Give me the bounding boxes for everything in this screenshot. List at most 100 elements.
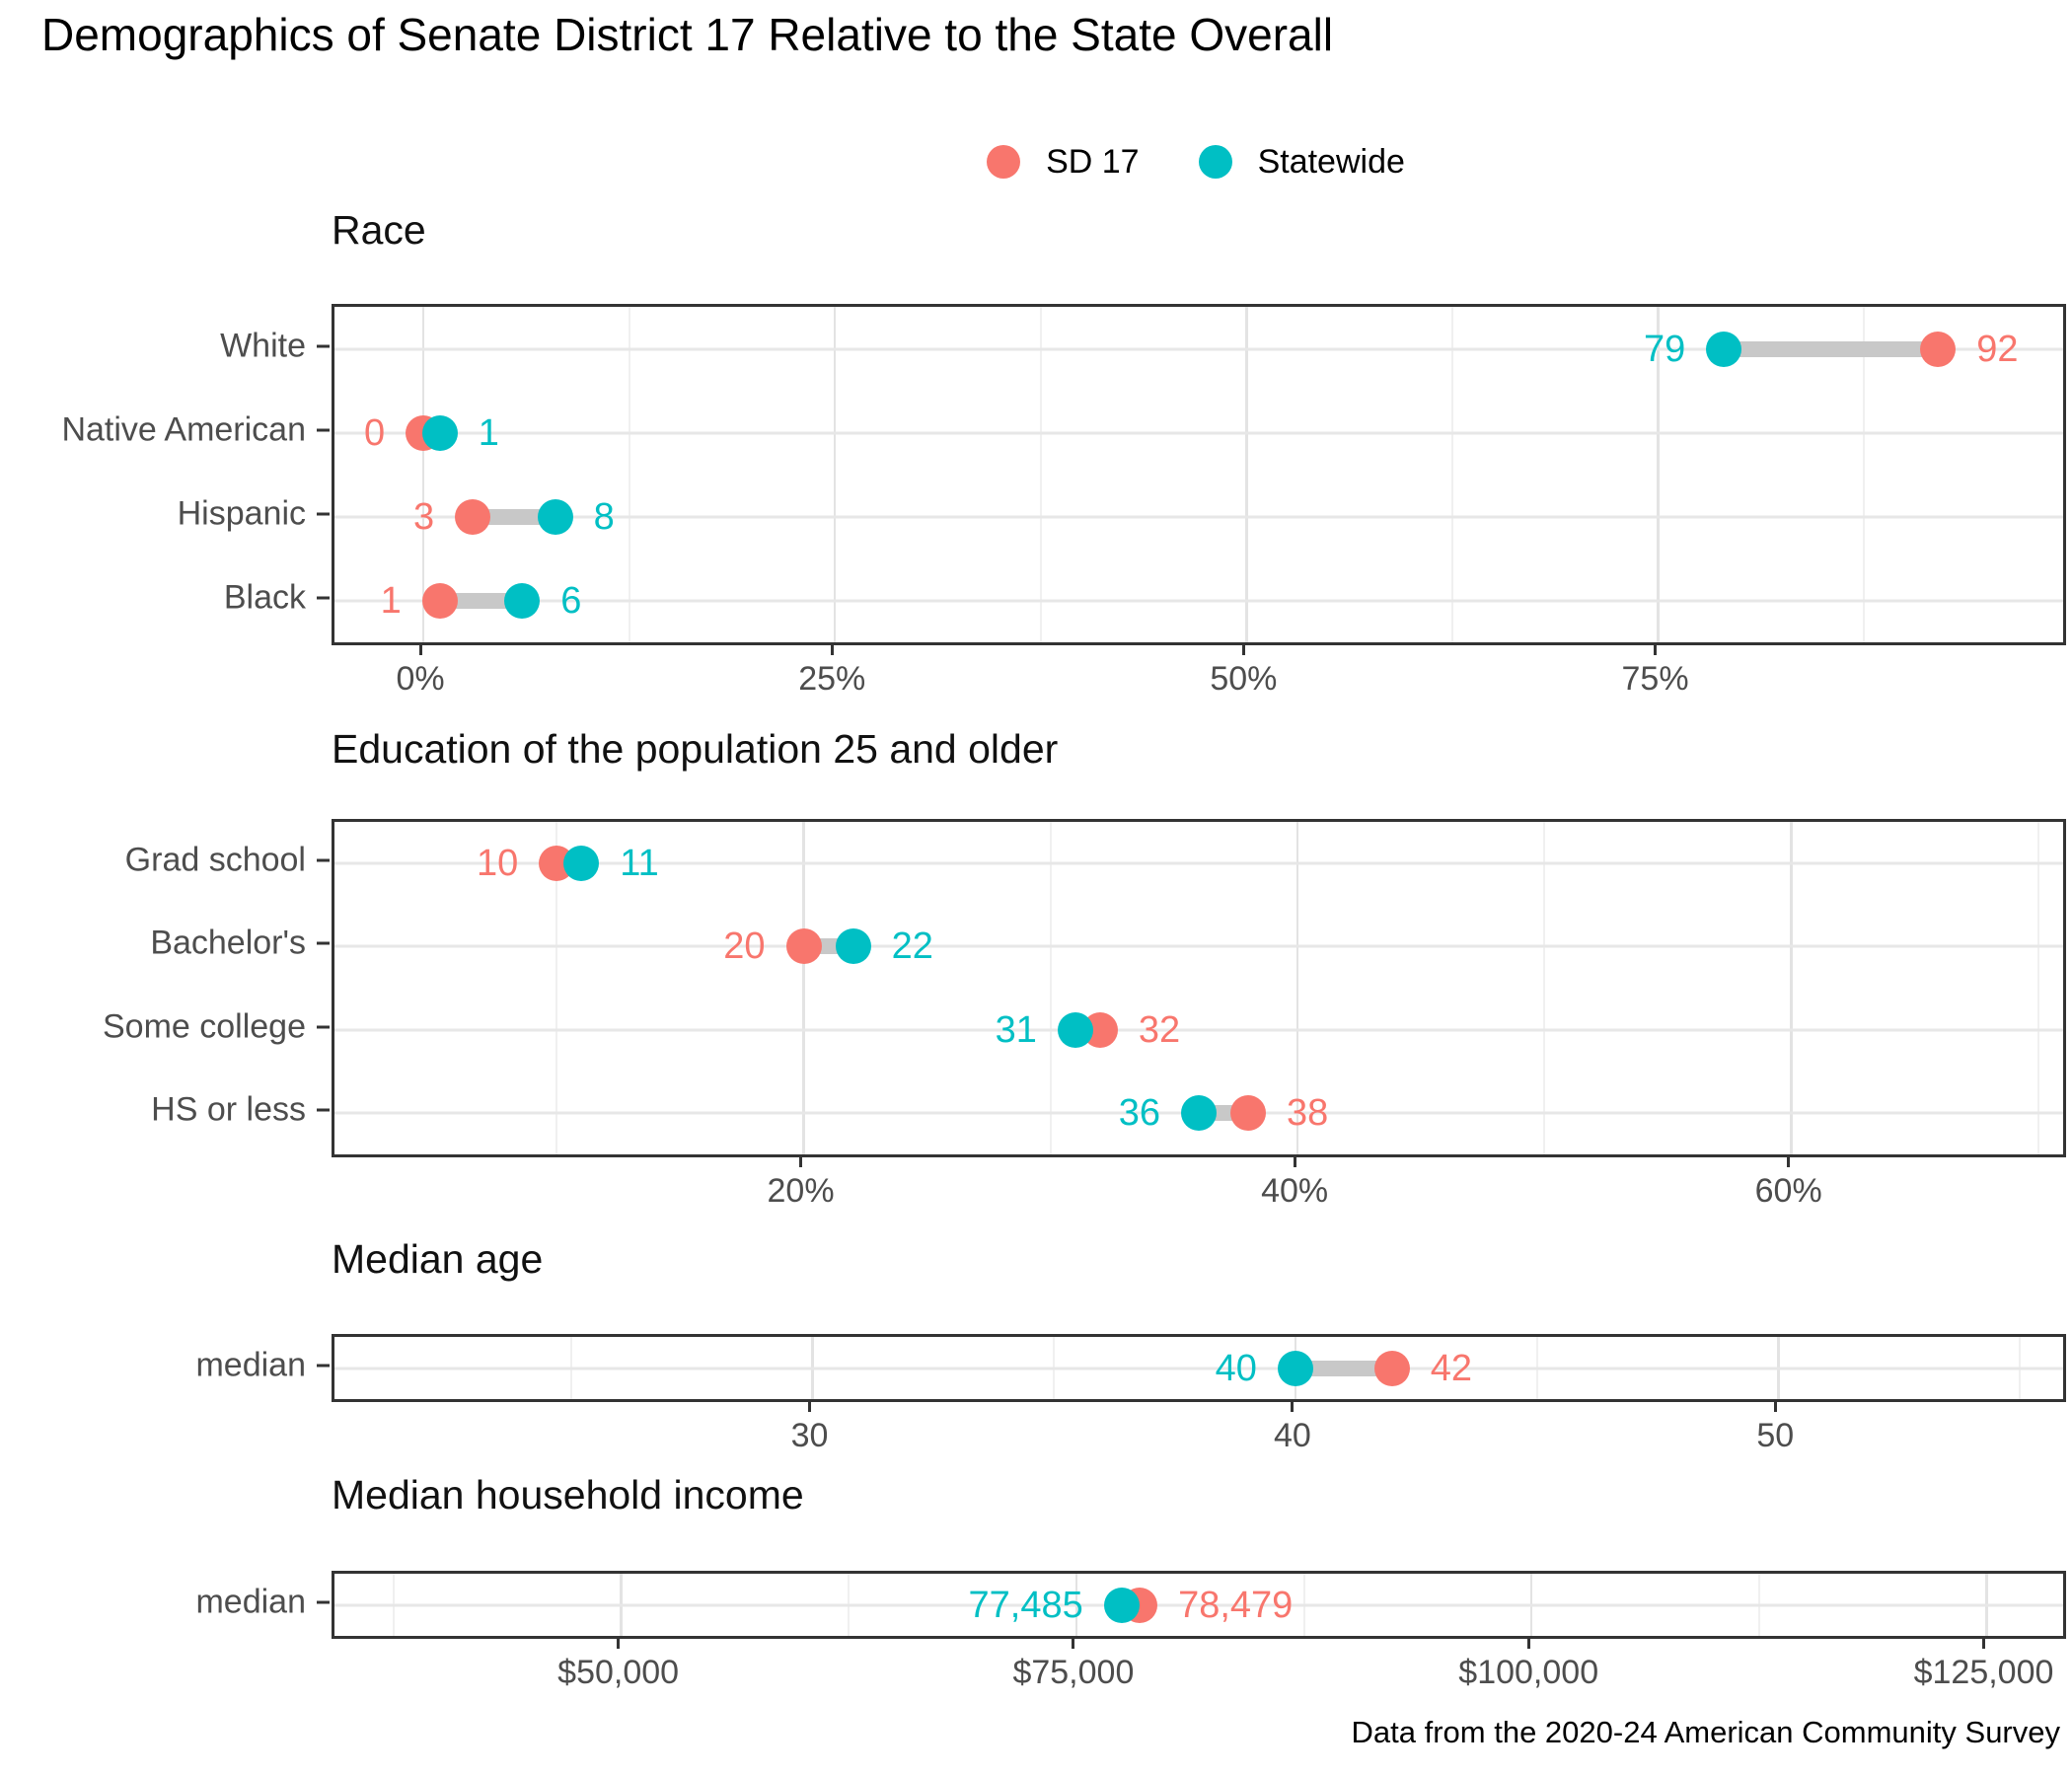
category-gridline	[334, 431, 2063, 434]
dumbbell-connector	[1295, 1360, 1392, 1376]
statewide-dot	[537, 498, 573, 535]
x-axis-tick-label: 50	[1756, 1417, 1795, 1454]
x-axis-tick-label: $125,000	[1913, 1654, 2054, 1691]
category-gridline	[334, 347, 2063, 350]
y-axis-labels-median-age: median	[0, 1334, 330, 1396]
statewide-dot	[1057, 1011, 1093, 1048]
y-axis-labels-median-income: median	[0, 1571, 330, 1633]
x-axis-tick	[830, 642, 834, 655]
x-axis-tick-label: 60%	[1754, 1172, 1822, 1210]
x-axis-tick	[1241, 642, 1245, 655]
y-axis-labels-education: Grad school Bachelor's Some college HS or l…	[0, 819, 330, 1151]
caption: Data from the 2020-24 American Community…	[1351, 1715, 2060, 1749]
minor-gridline	[628, 307, 630, 642]
category-gridline	[334, 861, 2063, 865]
panel-title-education: Education of the population 25 and older	[332, 726, 1059, 772]
statewide-value-label: 36	[1118, 1091, 1160, 1134]
major-gridline	[833, 307, 837, 642]
minor-gridline	[1543, 822, 1546, 1154]
legend-label-sd17: SD 17	[1046, 142, 1140, 181]
x-axis-tick-label: $50,000	[557, 1654, 680, 1691]
sd17-value-label: 32	[1138, 1008, 1181, 1051]
panel-race: 92 79 0 1 3 8 1 6	[332, 304, 2066, 645]
panel-title-median-income: Median household income	[332, 1472, 804, 1517]
x-axis-tick	[418, 642, 422, 655]
category-label: White	[220, 327, 306, 364]
x-axis-tick	[1293, 1154, 1296, 1167]
y-axis-tick	[317, 858, 330, 862]
sd17-value-label: 92	[1976, 328, 2019, 370]
category-label: median	[195, 1346, 306, 1383]
category-gridline	[334, 515, 2063, 518]
category-label: Bachelor's	[150, 924, 306, 962]
statewide-value-label: 6	[560, 579, 582, 622]
x-axis-median-income: $50,000 $75,000 $100,000 $125,000	[332, 1636, 2060, 1697]
sd17-value-label: 0	[363, 411, 386, 454]
sd17-value-label: 78,479	[1178, 1584, 1294, 1626]
legend-label-statewide: Statewide	[1257, 142, 1405, 181]
x-axis-tick	[1773, 1399, 1777, 1412]
x-axis-tick	[799, 1154, 803, 1167]
category-label: Grad school	[124, 841, 306, 879]
legend: SD 17 Statewide	[332, 136, 2060, 187]
y-axis-labels-race: White Native American Hispanic Black	[0, 304, 330, 639]
y-axis-tick	[317, 512, 330, 515]
dumbbell-connector	[473, 508, 555, 525]
y-axis-tick	[317, 1600, 330, 1603]
x-axis-tick-label: 75%	[1621, 660, 1689, 698]
category-label: Hispanic	[177, 494, 306, 532]
category-gridline	[334, 1367, 2063, 1369]
category-gridline	[334, 1028, 2063, 1032]
minor-gridline	[1039, 307, 1042, 642]
x-axis-education: 20% 40% 60%	[332, 1154, 2060, 1216]
minor-gridline	[555, 822, 558, 1154]
panel-title-median-age: Median age	[332, 1236, 544, 1282]
x-axis-tick	[1654, 642, 1658, 655]
category-gridline	[334, 1603, 2063, 1606]
dumbbell-connector	[1724, 340, 1939, 357]
sd17-legend-dot-icon	[987, 145, 1021, 179]
y-axis-tick	[317, 1108, 330, 1112]
sd17-value-label: 3	[413, 495, 435, 538]
y-axis-tick	[317, 344, 330, 347]
x-axis-tick	[1526, 1636, 1530, 1649]
y-axis-tick	[317, 1025, 330, 1029]
statewide-dot	[1706, 331, 1742, 367]
sd17-dot	[1920, 331, 1957, 367]
y-axis-tick	[317, 428, 330, 431]
x-axis-tick-label: $75,000	[1012, 1654, 1135, 1691]
statewide-dot	[1277, 1350, 1313, 1386]
statewide-value-label: 31	[995, 1008, 1037, 1051]
panel-median-age: 42 40	[332, 1334, 2066, 1402]
x-axis-tick	[617, 1636, 621, 1649]
minor-gridline	[1049, 822, 1052, 1154]
x-axis-tick-label: 30	[790, 1417, 829, 1454]
major-gridline	[802, 822, 805, 1154]
statewide-value-label: 22	[891, 925, 933, 968]
x-axis-tick-label: 40%	[1261, 1172, 1329, 1210]
statewide-dot	[504, 582, 541, 619]
panel-title-race: Race	[332, 207, 426, 253]
statewide-value-label: 40	[1215, 1347, 1257, 1389]
sd17-value-label: 1	[380, 579, 402, 622]
sd17-value-label: 10	[476, 843, 519, 885]
panel-education: 10 11 20 22 32 31 38 36	[332, 819, 2066, 1157]
statewide-legend-dot-icon	[1198, 145, 1232, 179]
x-axis-race: 0% 25% 50% 75%	[332, 642, 2060, 703]
category-label: Some college	[102, 1007, 306, 1046]
sd17-value-label: 20	[723, 925, 766, 968]
sd17-value-label: 38	[1287, 1091, 1329, 1134]
sd17-dot	[455, 498, 491, 535]
x-axis-tick	[1072, 1636, 1075, 1649]
statewide-value-label: 8	[593, 495, 615, 538]
sd17-dot	[1373, 1350, 1410, 1386]
x-axis-tick	[1982, 1636, 1985, 1649]
sd17-value-label: 42	[1430, 1347, 1473, 1389]
major-gridline	[1245, 307, 1248, 642]
x-axis-tick	[1787, 1154, 1791, 1167]
x-axis-tick	[1291, 1399, 1295, 1412]
major-gridline	[421, 307, 425, 642]
sd17-dot	[785, 928, 822, 965]
statewide-value-label: 11	[620, 843, 659, 885]
major-gridline	[1790, 822, 1793, 1154]
